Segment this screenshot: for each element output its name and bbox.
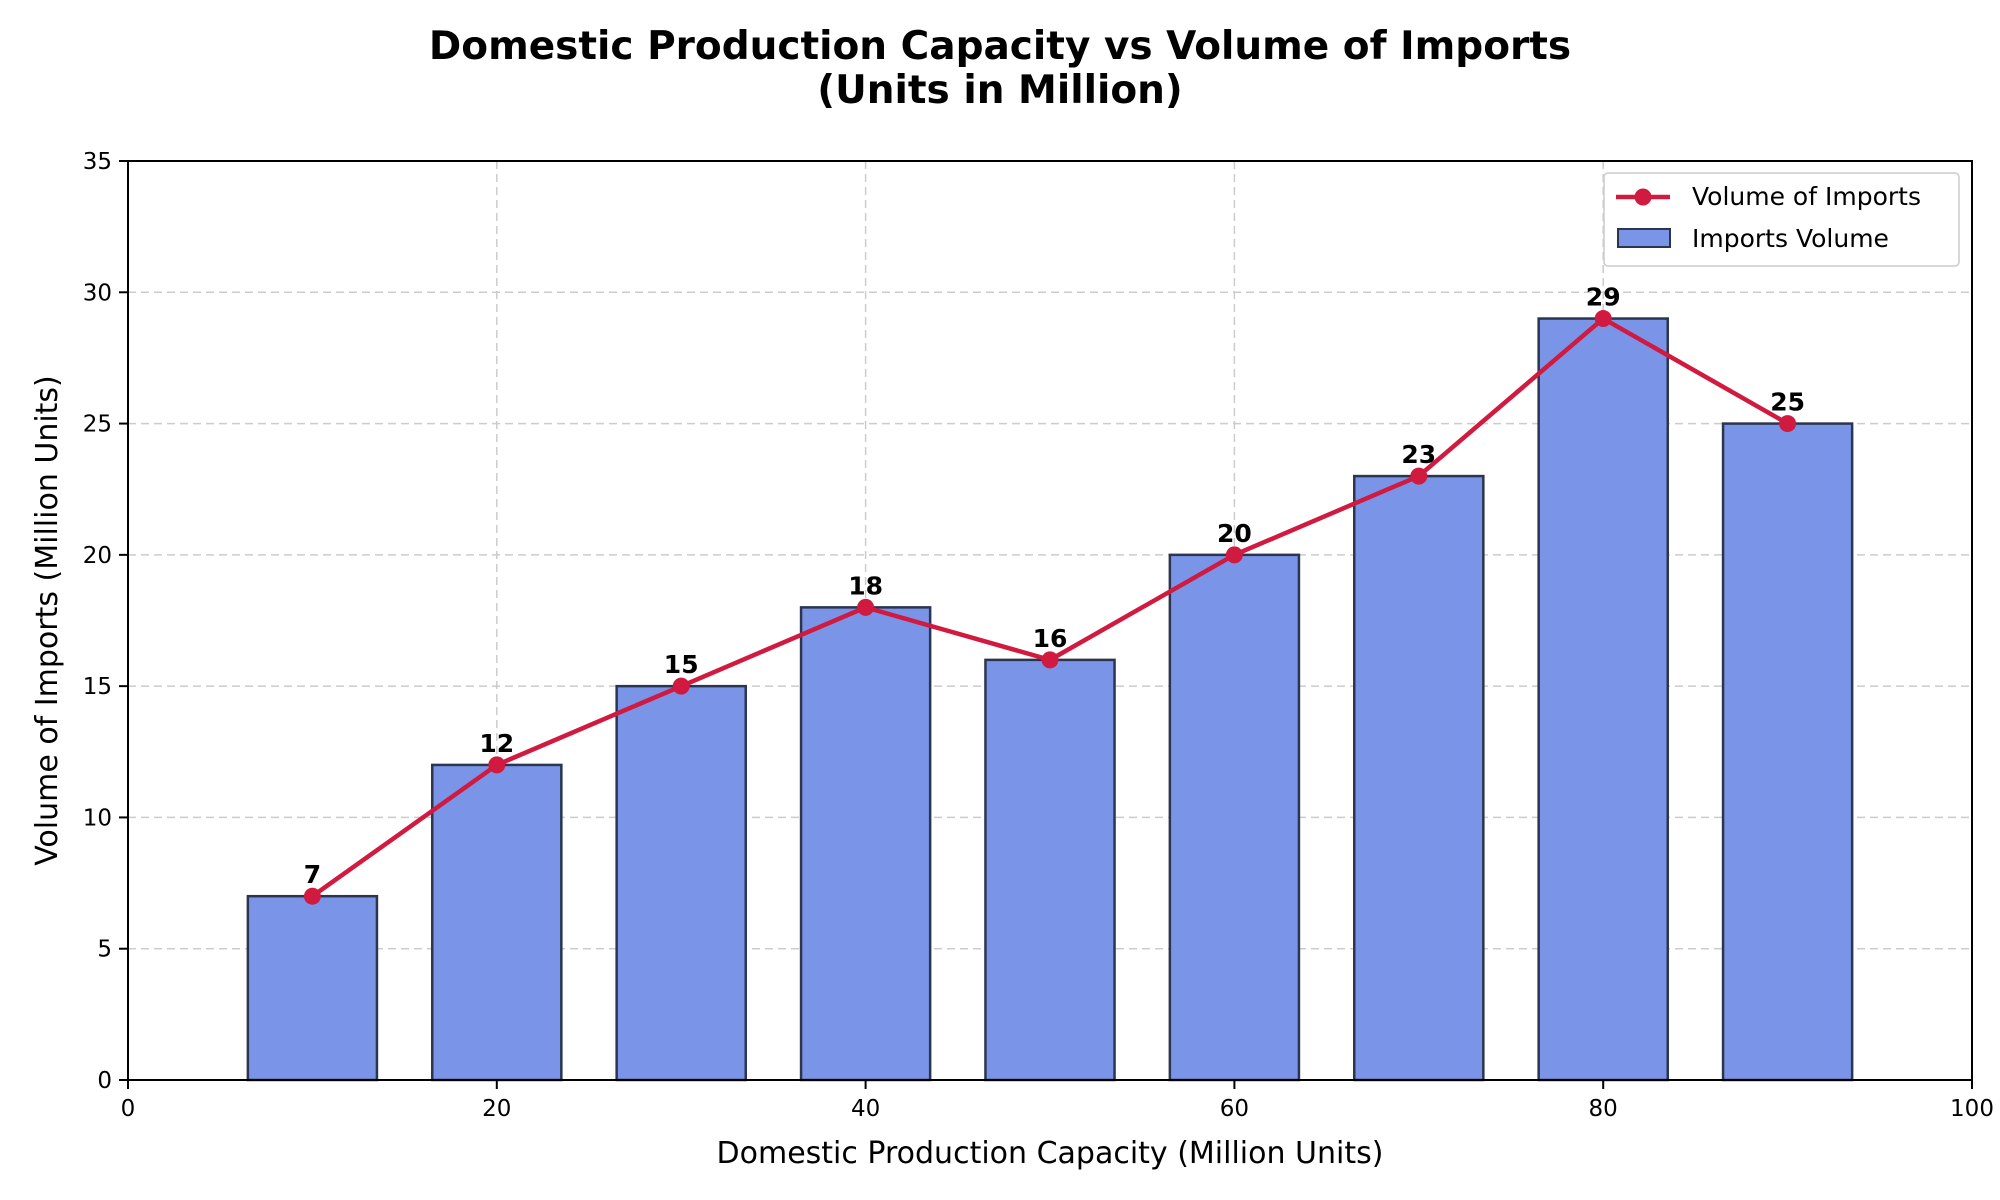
data-label: 23: [1401, 440, 1436, 469]
bar: [1168, 553, 1301, 1082]
bar: [246, 894, 379, 1082]
data-label: 29: [1586, 283, 1621, 312]
plot-frame: [127, 160, 1973, 1081]
legend-bar-swatch: [1617, 228, 1671, 248]
data-label: 12: [479, 729, 514, 758]
bar: [984, 658, 1116, 1082]
line-point: [672, 677, 690, 695]
data-label: 25: [1770, 388, 1805, 417]
bar: [615, 684, 747, 1082]
y-tick-label: 5: [97, 937, 112, 963]
bar: [431, 763, 563, 1082]
y-tick-label: 15: [83, 674, 112, 700]
x-tick-label: 60: [1220, 1096, 1249, 1122]
x-tick-label: 0: [121, 1096, 136, 1122]
data-label: 7: [304, 860, 321, 889]
line-point: [1779, 415, 1797, 433]
chart-title: Domestic Production Capacity vs Volume o…: [428, 24, 1572, 69]
line-point: [488, 756, 506, 774]
y-tick-label: 10: [83, 805, 112, 831]
y-tick-label: 30: [83, 280, 112, 306]
y-tick-label: 25: [83, 412, 112, 438]
line-point: [303, 887, 321, 905]
data-label: 20: [1217, 519, 1252, 548]
bar: [1537, 317, 1669, 1082]
y-tick-label: 35: [83, 149, 112, 175]
legend-label-line: Volume of Imports: [1692, 182, 1921, 211]
bar: [1721, 422, 1854, 1082]
line-point: [1410, 467, 1428, 485]
bar: [799, 606, 932, 1082]
legend-box: [1603, 172, 1960, 267]
x-axis-label: Domestic Production Capacity (Million Un…: [717, 1136, 1384, 1171]
bar: [1353, 474, 1485, 1082]
x-tick-label: 20: [482, 1096, 511, 1122]
y-axis-label: Volume of Imports (Million Units): [30, 375, 65, 866]
data-label: 18: [848, 571, 883, 600]
x-tick-label: 100: [1950, 1096, 1994, 1122]
y-tick-label: 0: [97, 1068, 112, 1094]
line-point: [857, 598, 875, 616]
chart-subtitle: (Units in Million): [817, 68, 1183, 113]
y-tick-label: 20: [83, 543, 112, 569]
data-label: 15: [664, 650, 699, 679]
line-point: [1225, 546, 1243, 564]
legend-marker-swatch: [1634, 188, 1652, 206]
x-tick-label: 80: [1589, 1096, 1618, 1122]
legend-label-bar: Imports Volume: [1692, 224, 1889, 253]
line-point: [1041, 651, 1059, 669]
x-tick-label: 40: [851, 1096, 880, 1122]
line-point: [1594, 310, 1612, 328]
data-label: 16: [1033, 624, 1068, 653]
